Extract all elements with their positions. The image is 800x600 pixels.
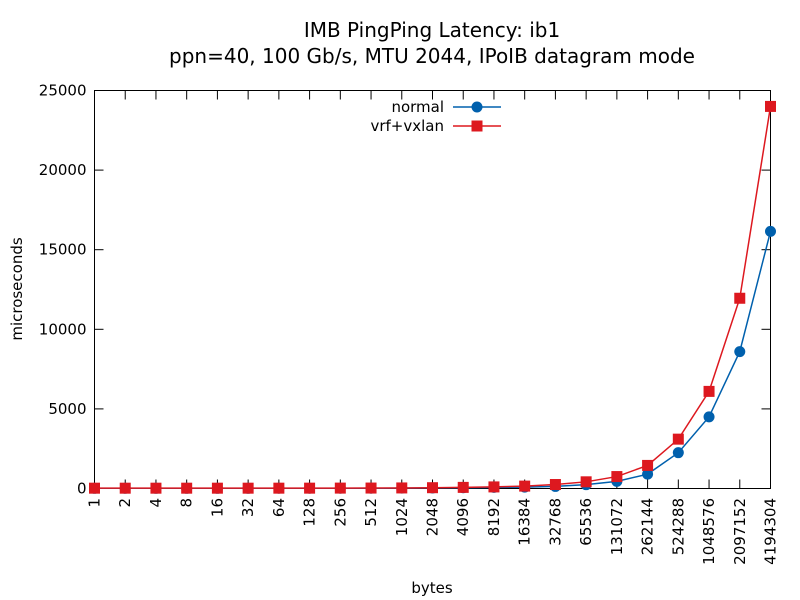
data-point [703, 385, 715, 397]
data-point [642, 459, 654, 471]
x-tick-label: 64 [270, 498, 288, 517]
x-tick-label: 262144 [639, 498, 657, 555]
data-point [89, 482, 100, 494]
legend-marker [471, 101, 483, 113]
x-tick-label: 16 [208, 498, 226, 517]
data-point [734, 292, 746, 304]
data-point [365, 482, 377, 494]
data-point [765, 225, 776, 237]
chart-title: IMB PingPing Latency: ib1 [304, 18, 560, 42]
data-point [242, 482, 254, 494]
data-point [672, 447, 684, 459]
series-line [94, 231, 772, 490]
data-point [672, 433, 684, 445]
legend-label: normal [391, 98, 444, 116]
x-tick-label: 2 [116, 498, 134, 508]
data-point [580, 476, 592, 488]
legend-marker [471, 120, 483, 132]
legend-label: vrf+vxlan [370, 117, 444, 135]
y-tick-label: 25000 [39, 82, 87, 100]
y-tick-label: 0 [77, 480, 87, 498]
data-point [181, 482, 193, 494]
data-point [211, 482, 223, 494]
y-tick-label: 20000 [39, 161, 87, 179]
x-tick-label: 128 [301, 498, 319, 527]
series-2 [89, 100, 776, 494]
x-tick-label: 32 [239, 498, 257, 517]
x-tick-label: 131072 [608, 498, 626, 555]
plot-frame [94, 90, 771, 489]
data-point [765, 100, 776, 112]
y-axis-label: microseconds [8, 237, 26, 341]
x-axis-label: bytes [411, 579, 453, 597]
data-point [488, 481, 500, 493]
data-point [519, 480, 531, 492]
x-tick-label: 2097152 [731, 498, 749, 565]
data-point [396, 482, 408, 494]
x-tick-label: 8192 [485, 498, 503, 536]
data-point [273, 482, 285, 494]
data-point [611, 471, 623, 483]
x-tick-label: 32768 [546, 498, 564, 546]
data-point [734, 346, 746, 358]
x-tick-label: 2048 [424, 498, 442, 536]
data-point [642, 468, 654, 480]
series-line [94, 106, 772, 489]
x-axis: 1 2 4 8 16 32 64 128 256 512 1024 2048 4096 8192 16384… [86, 90, 780, 565]
x-tick-label: 256 [331, 498, 349, 527]
data-point [549, 479, 561, 491]
data-point [150, 482, 162, 494]
data-point [457, 481, 469, 493]
data-point [427, 482, 438, 494]
series-layer [89, 100, 776, 494]
x-tick-label: 16384 [516, 498, 534, 546]
x-tick-label: 4194304 [762, 498, 780, 565]
data-point [334, 482, 346, 494]
x-tick-label: 1 [86, 498, 104, 508]
x-tick-label: 512 [362, 498, 380, 527]
chart-subtitle: ppn=40, 100 Gb/s, MTU 2044, IPoIB datagr… [169, 44, 695, 68]
data-point [703, 411, 715, 423]
y-tick-label: 5000 [48, 400, 86, 418]
y-tick-label: 10000 [39, 320, 87, 338]
data-point [304, 482, 316, 494]
x-tick-label: 1024 [393, 498, 411, 536]
series-1 [89, 225, 776, 494]
y-tick-label: 15000 [39, 241, 87, 259]
data-point [119, 482, 131, 494]
x-tick-label: 4096 [454, 498, 472, 536]
x-tick-label: 4 [147, 498, 165, 508]
x-tick-label: 524288 [669, 498, 687, 555]
y-axis: 0 5000 10000 15000 20000 25000 [39, 82, 771, 498]
x-tick-label: 65536 [577, 498, 595, 546]
x-tick-label: 1048576 [700, 498, 718, 565]
x-tick-label: 8 [178, 498, 196, 508]
